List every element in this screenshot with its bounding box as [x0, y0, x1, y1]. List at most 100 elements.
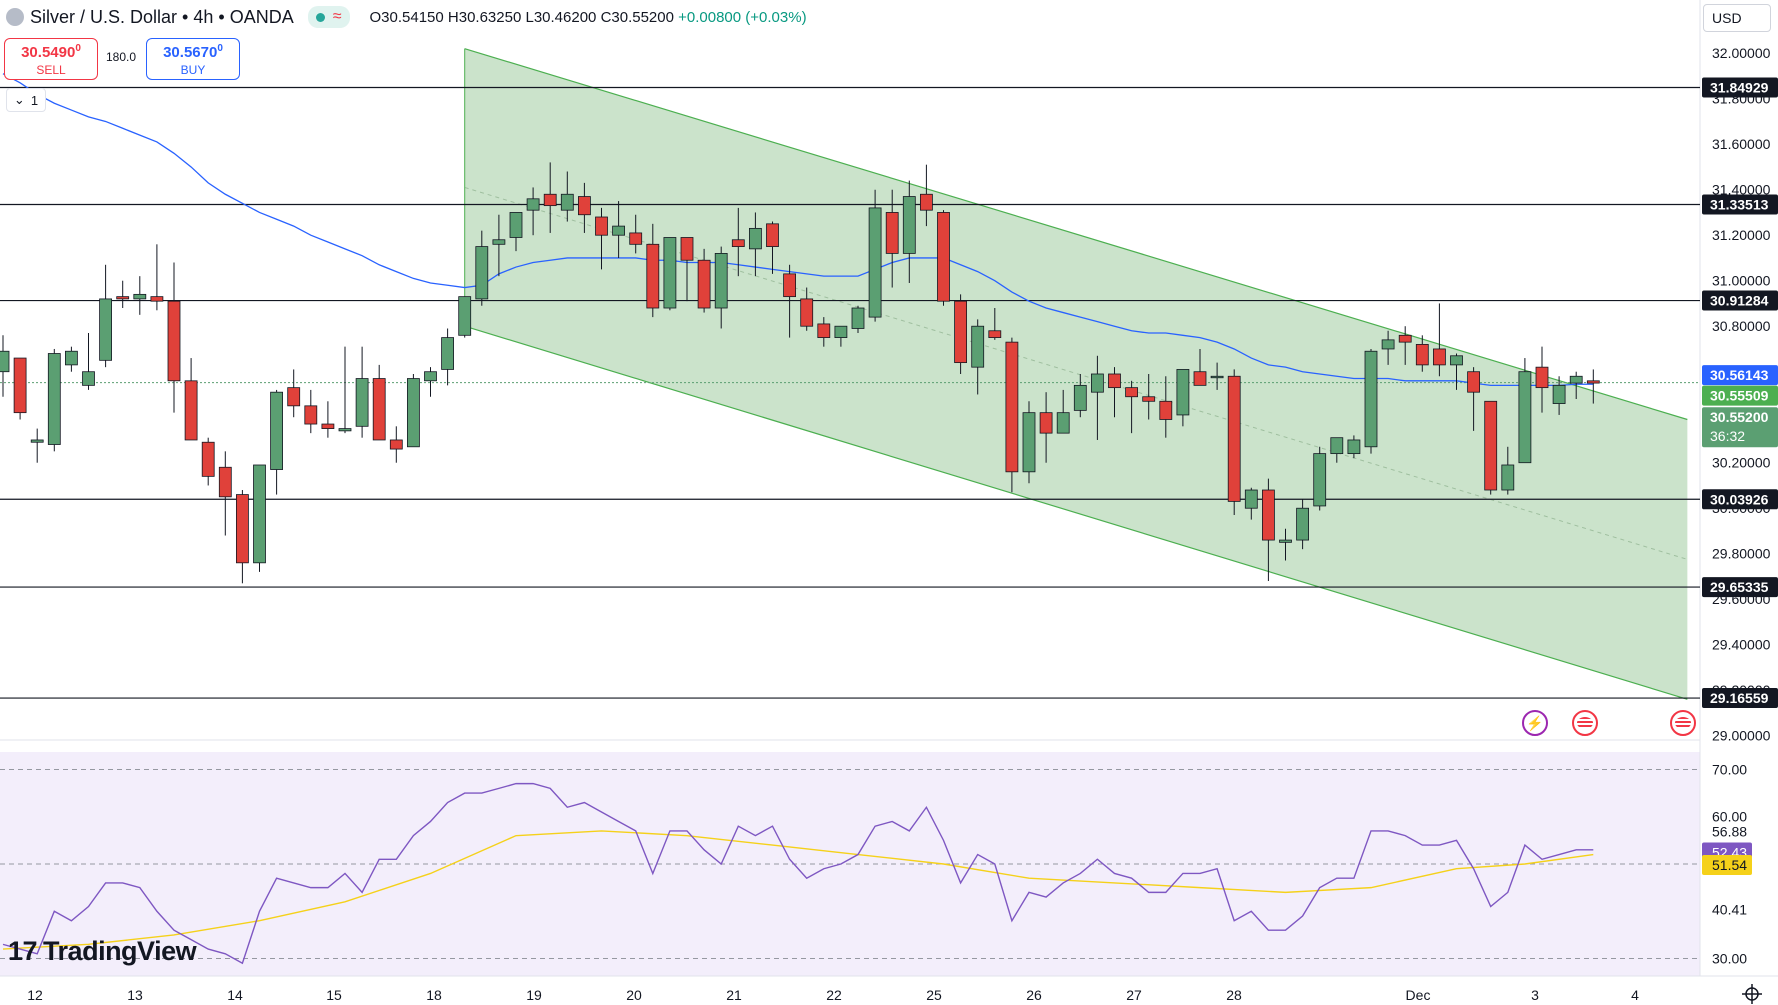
us-flag-event-icon[interactable]: [1670, 710, 1696, 736]
price-label-tag: 30.91284: [1702, 290, 1778, 311]
candle-body: [902, 196, 916, 254]
candle: [1586, 369, 1600, 404]
price-tick-label: 29.00000: [1712, 728, 1771, 744]
candle: [389, 426, 403, 463]
lightning-event-icon[interactable]: ⚡: [1522, 710, 1548, 736]
candle-body: [30, 439, 44, 443]
market-status-badge[interactable]: ≈: [307, 6, 350, 28]
time-axis[interactable]: 12 13 14 15 18 19 20 21 22 25 26 27 28 Dec 3 4: [27, 987, 1639, 1003]
candle-body: [201, 441, 215, 477]
sell-button[interactable]: 30.54900 SELL: [4, 38, 98, 80]
time-tick-label: 19: [526, 987, 542, 1003]
candle: [1073, 373, 1087, 418]
candle-body: [731, 239, 745, 247]
candle-body: [1159, 400, 1173, 420]
time-tick-label: 12: [27, 987, 43, 1003]
candle-body: [167, 300, 181, 382]
candle: [543, 162, 557, 233]
rsi-tick-label: 60.00: [1712, 809, 1747, 825]
countdown-text: 36:32: [1710, 428, 1745, 444]
ma-polyline: [2, 73, 1594, 387]
candle: [834, 325, 848, 347]
price-label-bg: [1702, 365, 1778, 386]
candle: [697, 248, 711, 313]
candle-body: [1227, 375, 1241, 502]
candle-body: [663, 237, 677, 309]
candle: [270, 389, 284, 495]
price-label-text: 30.03926: [1710, 491, 1769, 507]
candle-body: [1552, 384, 1566, 404]
time-tick-label: 13: [127, 987, 143, 1003]
candle: [560, 171, 574, 222]
candle-body: [646, 243, 660, 309]
price-label-text: 30.91284: [1710, 293, 1769, 309]
indicator-collapse-button[interactable]: ⌄ 1: [6, 88, 46, 112]
candle: [731, 207, 745, 277]
price-tick-label: 31.40000: [1712, 182, 1771, 198]
candle-body: [116, 296, 130, 300]
candle-body: [920, 193, 933, 211]
candle: [1279, 528, 1292, 561]
candle: [954, 294, 967, 374]
time-tick-label: 27: [1126, 987, 1142, 1003]
chevron-down-icon: ⌄: [13, 92, 25, 107]
buy-label: BUY: [180, 63, 206, 77]
channel-lower-line: [464, 325, 1688, 700]
candle-body: [1569, 375, 1583, 384]
price-axis-labels: 31.84929 31.33513 30.91284 30.56143 30.55509…: [1702, 77, 1778, 709]
candle: [509, 212, 523, 252]
channel-mid-line: [464, 186, 1688, 560]
candle-body: [270, 391, 284, 470]
candle: [167, 262, 181, 413]
candle-body: [595, 216, 608, 236]
candle: [1108, 367, 1121, 418]
candle-body: [65, 350, 78, 366]
candle-body: [1535, 366, 1549, 389]
candle-body: [560, 193, 574, 211]
price-label-bg: [1702, 290, 1778, 311]
candle-body: [543, 193, 557, 207]
candle: [406, 373, 420, 448]
candle: [184, 358, 198, 441]
candle-body: [133, 293, 147, 300]
price-label-text: 31.84929: [1710, 79, 1769, 95]
us-flag-event-icon[interactable]: [1572, 710, 1598, 736]
time-tick-label: 4: [1631, 987, 1639, 1003]
time-tick-label: 21: [726, 987, 742, 1003]
price-label-tag: 30.56143: [1702, 365, 1778, 386]
tradingview-watermark[interactable]: 17 TradingView: [8, 936, 197, 967]
price-label-tag: 30.55509: [1702, 385, 1778, 406]
candle-body: [1210, 375, 1224, 379]
spread-value: 180.0: [106, 50, 137, 64]
candlesticks[interactable]: [0, 162, 1600, 584]
candle-body: [1108, 373, 1121, 389]
candle-body: [783, 273, 796, 298]
candle-body: [424, 371, 437, 382]
candle-body: [749, 227, 762, 250]
candle: [1415, 335, 1429, 372]
crosshair-icon[interactable]: [1742, 984, 1762, 1004]
horizontal-levels[interactable]: [0, 86, 1700, 699]
candle: [424, 367, 437, 397]
rsi-value-tag: 51.54: [1702, 854, 1752, 875]
candle: [595, 207, 608, 270]
price-label-bg: [1702, 489, 1778, 510]
candle-body: [1381, 339, 1395, 350]
candle-body: [629, 232, 643, 245]
candle: [355, 346, 369, 438]
currency-selector[interactable]: USD: [1703, 4, 1771, 32]
symbol-header[interactable]: Silver / U.S. Dollar • 4h • OANDA ≈ O30.…: [0, 0, 807, 34]
candle-body: [834, 325, 848, 338]
sell-price: 30.54900: [21, 43, 81, 61]
symbol-title[interactable]: Silver / U.S. Dollar • 4h • OANDA: [30, 6, 294, 27]
price-tick-label: 29.80000: [1712, 546, 1771, 562]
descending-channel[interactable]: [464, 48, 1688, 700]
candle-body: [1518, 371, 1532, 464]
candle: [1176, 369, 1190, 427]
buy-button[interactable]: 30.56700 BUY: [146, 38, 240, 80]
candle: [30, 428, 44, 463]
candle: [783, 264, 796, 338]
candle: [714, 246, 728, 329]
